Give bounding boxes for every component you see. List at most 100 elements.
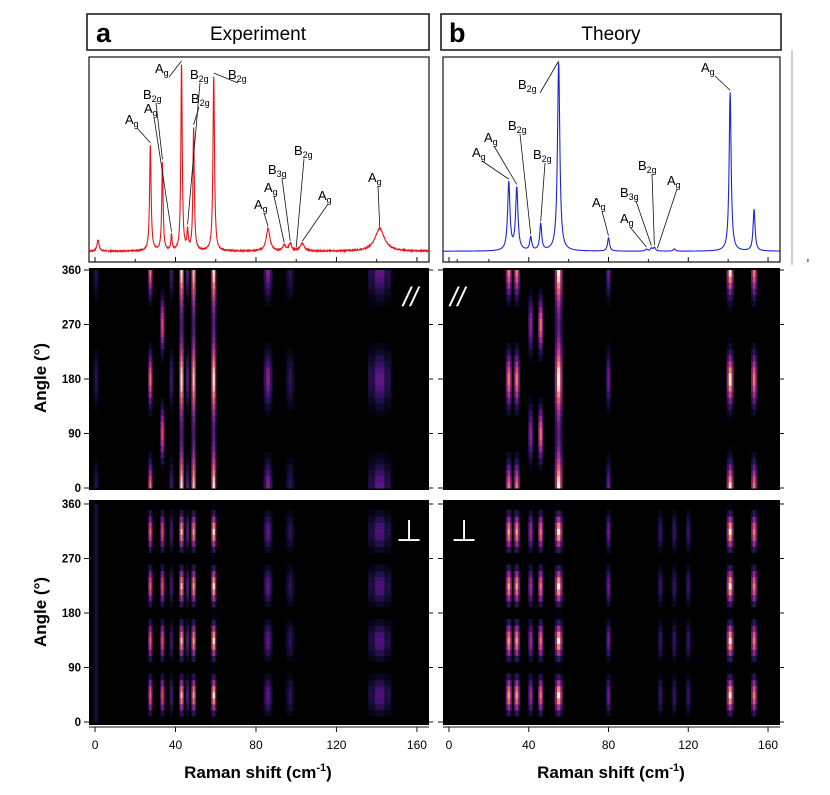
experiment-perpendicular-heatmap-band — [368, 510, 392, 717]
theory-x-tick-label: 120 — [678, 738, 698, 752]
experiment-label-leader — [377, 185, 381, 227]
theory-label-leader — [651, 173, 655, 245]
x-axis-label-close: ) — [326, 763, 332, 782]
experiment-spectrum-frame — [88, 56, 430, 263]
theory-perpendicular-heatmap — [505, 504, 758, 723]
experiment-perpendicular-heatmap-band — [169, 510, 174, 717]
experiment-parallel-heatmap-band — [368, 270, 392, 489]
experiment-x-tick-label: 40 — [169, 738, 183, 752]
theory-perpendicular-heatmap-band — [685, 510, 691, 717]
heatmap-theory-parallel-bg — [443, 268, 780, 490]
theory-parallel-heatmap-band — [554, 270, 563, 489]
experiment-peak-label: Ag — [254, 197, 268, 214]
experiment-peak-label: B3g — [268, 162, 287, 179]
theory-perpendicular-heatmap-band — [657, 510, 663, 717]
x-axis-label-close: ) — [679, 763, 685, 782]
experiment-parallel-heatmap-band — [169, 270, 174, 489]
panel-a-title: Experiment — [210, 24, 307, 45]
experiment-parallel-heatmap-band — [191, 270, 197, 489]
theory-peak-label: Ag — [620, 211, 634, 228]
theory-x-tick-label: 160 — [758, 738, 778, 752]
panel-b-letter: b — [449, 18, 466, 48]
experiment-label-leader — [281, 177, 291, 241]
theory-peak-label: Ag — [472, 145, 486, 162]
experiment-label-leader — [273, 195, 285, 243]
theory-parallel-heatmap-band — [528, 288, 534, 471]
theory-label-leader — [714, 75, 731, 91]
experiment-parallel-heatmap-band — [93, 270, 99, 489]
theory-label-leader — [481, 160, 510, 180]
x-axis-label-experiment: Raman shift (cm-1) — [184, 762, 332, 782]
theory-perpendicular-heatmap-band — [528, 510, 534, 717]
experiment-perpendicular-heatmap-band — [211, 504, 217, 723]
experiment-parallel-heatmap-band — [263, 270, 273, 489]
experiment-perpendicular-heatmap-band — [160, 510, 165, 717]
experiment-label-leader — [263, 212, 269, 227]
theory-label-leader — [656, 188, 678, 249]
theory-spectrum-line — [443, 62, 780, 252]
experiment-parallel-y-tick-label: 180 — [62, 374, 81, 386]
experiment-label-leader — [153, 116, 172, 232]
x-axis-label-text: Raman shift (cm — [537, 763, 669, 782]
experiment-perpendicular-heatmap — [93, 504, 392, 723]
theory-label-leader — [635, 200, 652, 246]
experiment-perpendicular-y-tick-label: 0 — [75, 717, 81, 729]
experiment-x-tick-label: 160 — [407, 738, 427, 752]
theory-perpendicular-heatmap-band — [671, 510, 677, 717]
theory-perpendicular-heatmap-band — [513, 510, 520, 717]
x-axis-label-sup: -1 — [669, 762, 679, 774]
experiment-perpendicular-heatmap-band — [263, 510, 273, 717]
perpendicular-symbol-theory: ⊥ — [451, 515, 477, 548]
experiment-parallel-y-tick-label: 0 — [75, 483, 81, 495]
theory-peak-label: B2g — [533, 147, 552, 164]
experiment-peak-label: B2g — [190, 67, 209, 84]
theory-label-leader — [601, 210, 609, 236]
experiment-parallel-heatmap-band — [148, 270, 153, 489]
theory-label-leader — [493, 145, 518, 185]
experiment-peak-label: Ag — [318, 188, 332, 205]
theory-parallel-heatmap-band — [505, 270, 512, 489]
x-axis-label-text: Raman shift (cm — [184, 763, 316, 782]
theory-perpendicular-heatmap-band — [554, 504, 563, 723]
experiment-perpendicular-y-tick-label: 180 — [62, 608, 81, 620]
theory-parallel-heatmap-band — [605, 270, 612, 489]
experiment-perpendicular-y-tick-label: 270 — [62, 554, 81, 566]
experiment-parallel-heatmap — [93, 270, 392, 489]
experiment-perpendicular-heatmap-band — [179, 510, 184, 717]
experiment-label-leader — [155, 102, 163, 160]
experiment-parallel-heatmap-band — [185, 270, 190, 489]
experiment-perpendicular-heatmap-band — [285, 510, 295, 717]
theory-parallel-heatmap-band — [513, 270, 520, 489]
theory-perpendicular-heatmap-band — [505, 510, 512, 717]
experiment-label-leader — [193, 106, 200, 125]
experiment-peak-label: B2g — [143, 87, 162, 104]
experiment-peak-label: Ag — [144, 101, 158, 118]
y-axis-label-perpendicular: Angle (°) — [31, 577, 50, 647]
experiment-peak-label: B2g — [191, 91, 210, 108]
theory-peak-label: Ag — [592, 195, 606, 212]
theory-perpendicular-heatmap-band — [538, 510, 544, 717]
experiment-perpendicular-heatmap-band — [93, 504, 99, 723]
experiment-perpendicular-heatmap-band — [185, 510, 190, 717]
experiment-peak-label: Ag — [155, 61, 169, 78]
experiment-parallel-y-tick-label: 270 — [62, 320, 81, 332]
experiment-parallel-heatmap-band — [160, 288, 165, 471]
theory-x-tick-label: 0 — [446, 738, 453, 752]
experiment-label-leader — [213, 72, 239, 84]
perpendicular-symbol-exp: ⊥ — [396, 515, 422, 548]
heatmap-theory-perp-bg — [443, 500, 780, 725]
experiment-peak-label: Ag — [264, 180, 278, 197]
theory-spectrum-frame — [442, 56, 781, 263]
panel-b-title: Theory — [581, 24, 641, 45]
theory-parallel-heatmap — [505, 270, 758, 489]
panel-a-letter: a — [96, 18, 112, 48]
theory-perpendicular-heatmap-band — [751, 510, 758, 717]
experiment-peak-label: Ag — [368, 170, 382, 187]
theory-x-tick-label: 80 — [602, 738, 616, 752]
parallel-symbol-exp: // — [401, 282, 421, 312]
experiment-label-leader — [187, 82, 201, 225]
theory-peak-label: Ag — [484, 130, 498, 147]
theory-x-tick-label: 40 — [522, 738, 536, 752]
theory-parallel-heatmap-band — [751, 270, 758, 489]
